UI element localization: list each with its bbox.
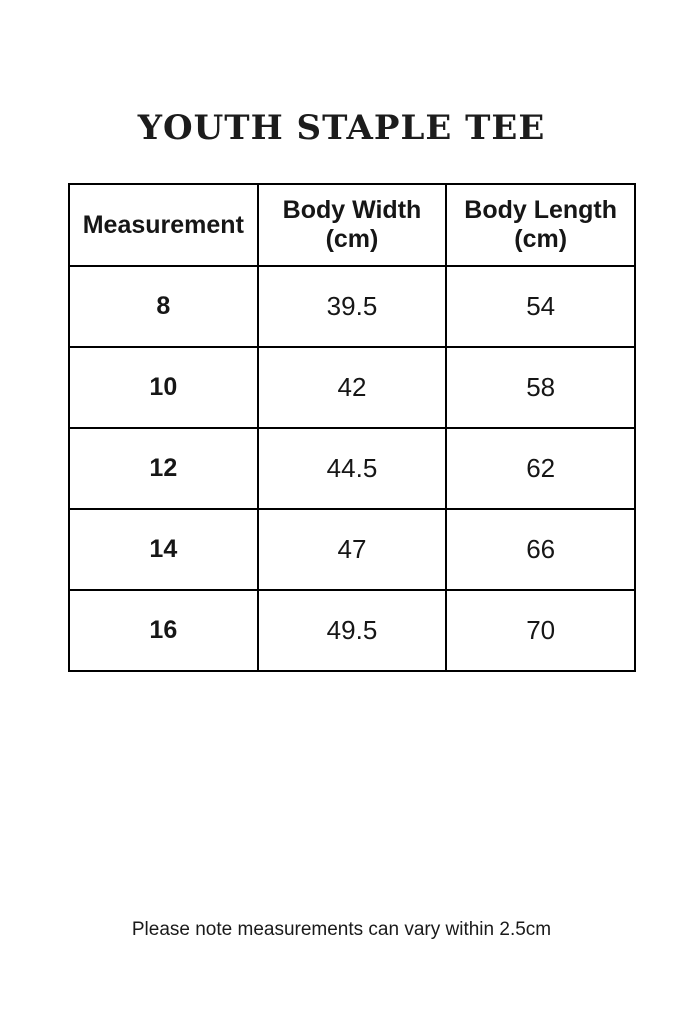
size-cell: 12 — [68, 427, 259, 510]
table-row: 8 39.5 54 — [68, 265, 636, 348]
column-header-body-length: Body Length (cm) — [445, 183, 636, 267]
body-width-cell: 47 — [256, 508, 448, 591]
body-width-cell: 49.5 — [256, 589, 448, 672]
size-cell: 8 — [68, 265, 259, 348]
body-length-cell: 70 — [445, 589, 636, 672]
body-width-cell: 39.5 — [256, 265, 448, 348]
body-width-cell: 44.5 — [256, 427, 448, 510]
table-row: 10 42 58 — [68, 346, 636, 429]
measurement-note: Please note measurements can vary within… — [131, 919, 552, 940]
column-header-measurement: Measurement — [68, 183, 259, 267]
size-cell: 14 — [68, 508, 259, 591]
size-cell: 10 — [68, 346, 259, 429]
table-row: 12 44.5 62 — [68, 427, 636, 510]
body-width-cell: 42 — [256, 346, 448, 429]
body-length-cell: 54 — [445, 265, 636, 348]
body-length-cell: 58 — [445, 346, 636, 429]
table-row: 16 49.5 70 — [68, 589, 636, 672]
size-cell: 16 — [68, 589, 259, 672]
column-header-body-width: Body Width (cm) — [256, 183, 448, 267]
size-chart-table: Measurement Body Width (cm) Body Length … — [68, 183, 636, 672]
page-title: YOUTH STAPLE TEE — [137, 108, 546, 148]
body-length-cell: 62 — [445, 427, 636, 510]
body-length-cell: 66 — [445, 508, 636, 591]
table-header-row: Measurement Body Width (cm) Body Length … — [68, 183, 636, 267]
table-row: 14 47 66 — [68, 508, 636, 591]
